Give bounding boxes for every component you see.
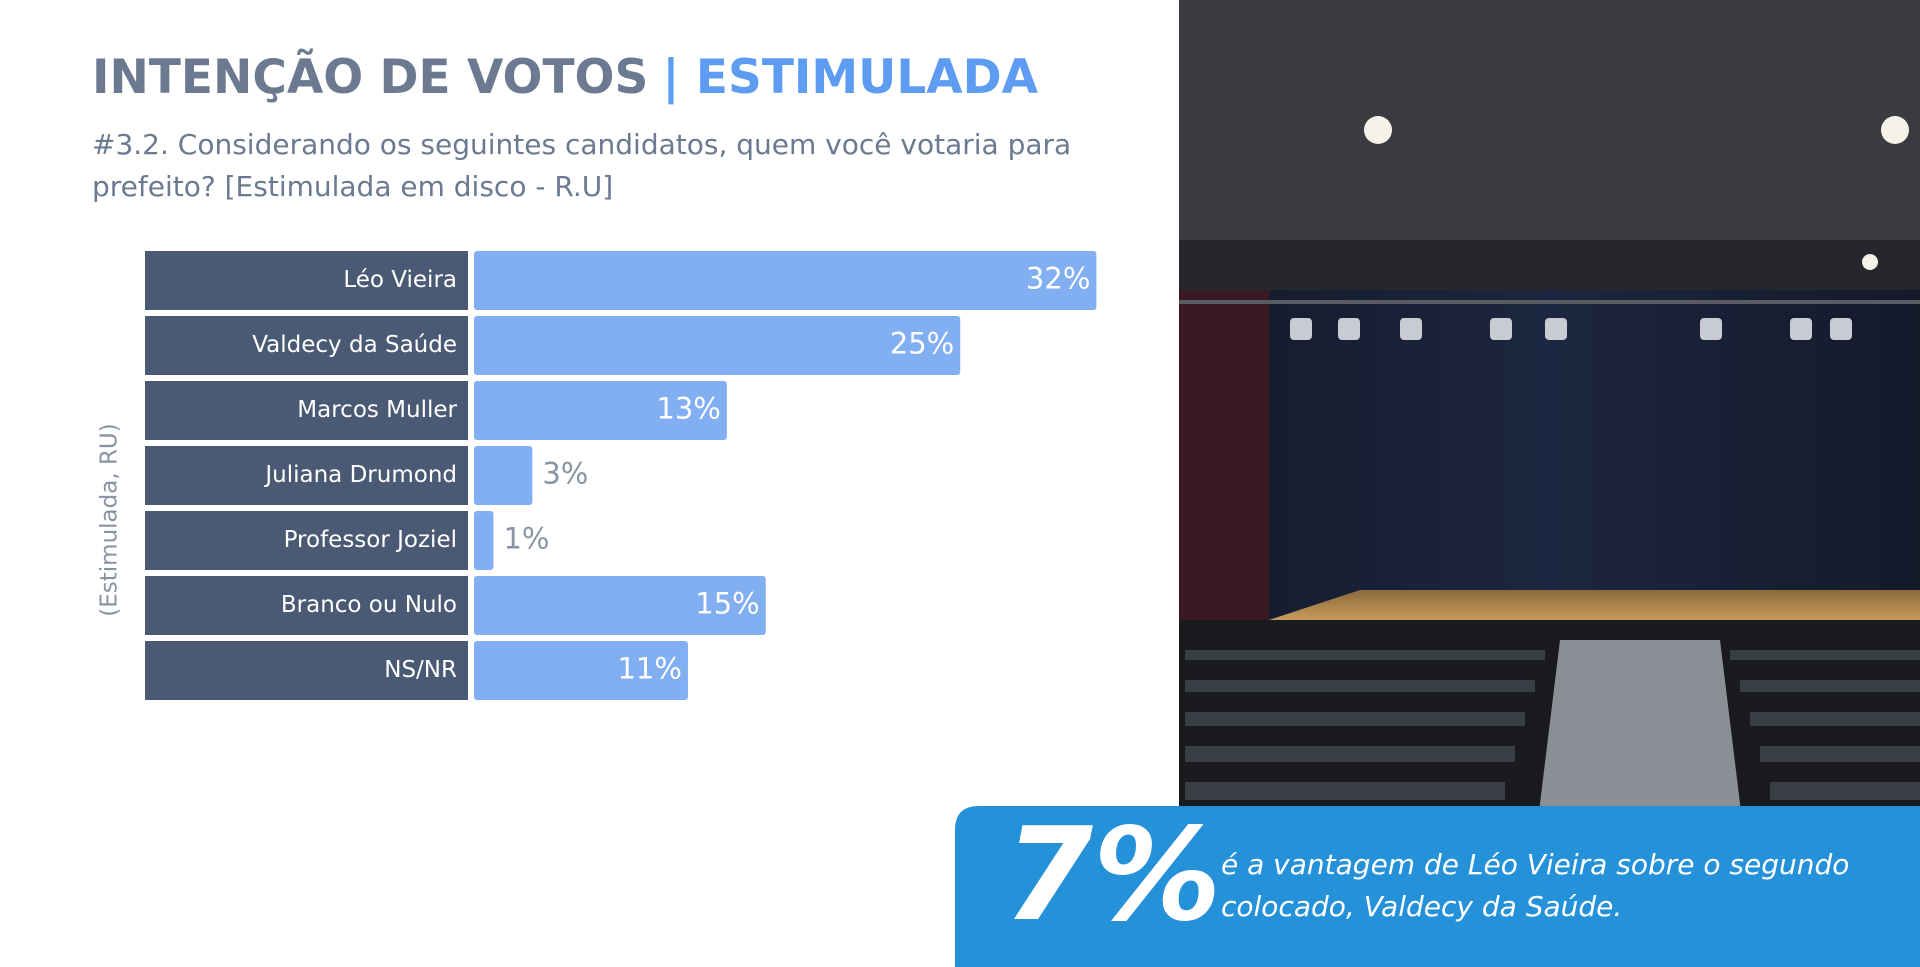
value-label: 11% <box>617 652 681 686</box>
category-label: Juliana Drumond <box>263 462 457 488</box>
category-label: Marcos Muller <box>297 397 457 423</box>
title-highlight: | ESTIMULADA <box>662 50 1038 105</box>
category-label: Valdecy da Saúde <box>252 332 457 358</box>
subtitle-line: #3.2. Considerando os seguintes candidat… <box>92 128 1071 161</box>
subtitle-line: prefeito? [Estimulada em disco - R.U] <box>92 170 613 203</box>
bar-chart: Léo Vieira 32% Valdecy da Saúde 25% Marcos M… <box>145 251 1097 700</box>
callout-text: é a vantagem de Léo Vieira sobre o segun… <box>1221 848 1849 881</box>
callout-number: 7% <box>1004 801 1221 950</box>
label-box <box>145 446 468 505</box>
value-label: 1% <box>503 522 549 556</box>
label-box <box>145 511 468 570</box>
category-label: NS/NR <box>384 657 457 683</box>
label-box <box>145 381 468 440</box>
category-label: Branco ou Nulo <box>281 592 457 618</box>
bar <box>474 251 1097 310</box>
value-label: 15% <box>695 587 759 621</box>
bar <box>474 511 494 570</box>
bar <box>474 576 766 635</box>
label-box <box>145 316 468 375</box>
label-box <box>145 641 468 700</box>
bar <box>474 641 688 700</box>
value-label: 3% <box>542 457 588 491</box>
value-label: 13% <box>656 392 720 426</box>
callout-box <box>955 806 1920 967</box>
callout-text: colocado, Valdecy da Saúde. <box>1221 890 1622 923</box>
bar <box>474 446 533 505</box>
category-label: Professor Joziel <box>284 527 457 553</box>
bar <box>474 381 727 440</box>
value-label: 25% <box>890 327 954 361</box>
title-main: INTENÇÃO DE VOTOS <box>92 49 648 105</box>
value-label: 32% <box>1026 262 1090 296</box>
label-box <box>145 251 468 310</box>
callout: 7% é a vantagem de Léo Vieira sobre o se… <box>955 801 1920 967</box>
label-box <box>145 576 468 635</box>
bar <box>474 316 961 375</box>
y-axis-label: (Estimulada, RU) <box>97 423 123 616</box>
chart-title: INTENÇÃO DE VOTOS | ESTIMULADA <box>92 49 1039 105</box>
category-label: Léo Vieira <box>343 267 457 293</box>
